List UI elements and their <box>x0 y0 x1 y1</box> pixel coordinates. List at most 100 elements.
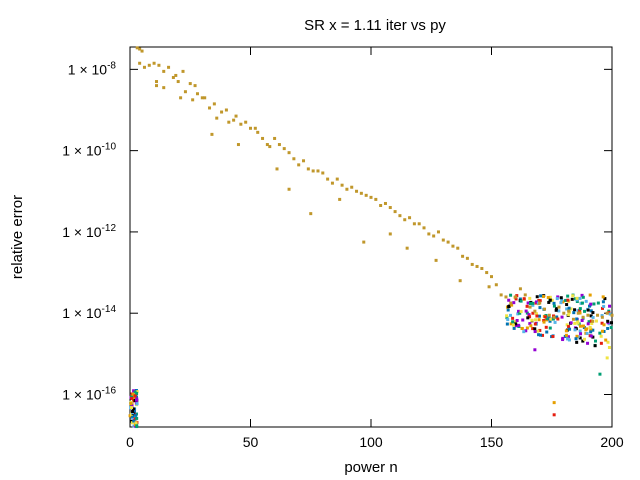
cluster-point <box>589 309 593 313</box>
cluster-point <box>513 320 517 324</box>
cluster-point <box>606 326 610 330</box>
plot-frame <box>129 46 613 428</box>
cluster-point <box>582 326 586 330</box>
main-series-point <box>306 167 310 171</box>
cluster-point <box>133 396 137 400</box>
cluster-point <box>130 404 134 408</box>
cluster-point <box>564 329 568 333</box>
cluster-point <box>585 327 589 331</box>
main-series-point <box>183 90 187 94</box>
cluster-point <box>551 317 555 321</box>
main-series-point <box>265 143 269 147</box>
cluster-point <box>578 311 582 315</box>
main-series-point <box>514 295 518 299</box>
cluster-point <box>526 316 530 320</box>
cluster-point <box>531 311 535 315</box>
main-series-point <box>244 120 248 124</box>
main-series-point <box>456 246 460 250</box>
cluster-point <box>135 391 139 395</box>
main-series-point <box>234 114 238 118</box>
cluster-point <box>598 331 602 335</box>
cluster-point <box>526 301 530 305</box>
main-series-point <box>268 145 272 149</box>
cluster-point <box>531 327 535 331</box>
main-series-point <box>311 169 315 173</box>
cluster-point <box>517 309 521 313</box>
main-series-point <box>480 266 484 270</box>
cluster-point <box>556 295 560 299</box>
main-series-point <box>596 313 600 317</box>
cluster-point <box>564 298 568 302</box>
main-series-point <box>208 106 212 110</box>
cluster-point <box>560 315 564 319</box>
main-series-point <box>432 234 436 238</box>
cluster-point <box>539 294 543 298</box>
main-series-point <box>179 96 183 100</box>
cluster-point <box>568 327 572 331</box>
cluster-point <box>602 329 606 333</box>
cluster-point <box>598 372 602 376</box>
main-series-point <box>210 132 214 136</box>
cluster-point <box>610 321 614 325</box>
cluster-point <box>514 297 518 301</box>
cluster-point <box>517 323 521 327</box>
main-series-point <box>552 315 556 319</box>
cluster-point <box>509 293 513 297</box>
cluster-point <box>528 322 532 326</box>
main-series-point <box>412 222 416 226</box>
cluster-point <box>130 394 134 398</box>
cluster-point <box>575 340 579 344</box>
main-series-point <box>167 65 171 69</box>
cluster-point <box>511 320 515 324</box>
cluster-point <box>578 336 582 340</box>
cluster-point <box>534 312 538 316</box>
cluster-point <box>590 321 594 325</box>
main-series-point <box>287 187 291 191</box>
main-series-point <box>282 147 286 151</box>
cluster-point <box>569 307 573 311</box>
cluster-point <box>580 293 584 297</box>
cluster-point <box>537 314 541 318</box>
cluster-point <box>551 334 555 338</box>
main-series-point <box>215 116 219 120</box>
cluster-point <box>609 326 613 330</box>
cluster-point <box>564 333 568 337</box>
cluster-point <box>559 296 563 300</box>
main-series-point <box>253 126 257 130</box>
cluster-point <box>519 299 523 303</box>
cluster-point <box>578 329 582 333</box>
main-series-point <box>528 305 532 309</box>
main-series-point <box>571 317 575 321</box>
chart-title: SR x = 1.11 iter vs py <box>304 17 446 34</box>
cluster-point <box>608 304 612 308</box>
cluster-point <box>587 320 591 324</box>
main-series-point <box>600 315 604 319</box>
cluster-point <box>552 301 556 305</box>
cluster-point <box>533 322 537 326</box>
cluster-point <box>572 311 576 315</box>
cluster-point <box>534 318 538 322</box>
cluster-point <box>545 330 549 334</box>
cluster-point <box>561 338 565 342</box>
cluster-point <box>547 315 551 319</box>
cluster-point <box>591 328 595 332</box>
main-series-point <box>232 118 236 122</box>
main-series-point <box>408 216 412 220</box>
cluster-point <box>600 314 604 318</box>
cluster-point <box>589 334 593 338</box>
main-series-point <box>490 275 493 279</box>
cluster-point <box>129 402 133 406</box>
cluster-point <box>559 301 563 305</box>
cluster-point <box>599 341 603 345</box>
cluster-point <box>506 318 510 322</box>
cluster-point <box>538 306 542 310</box>
main-series-point <box>359 191 363 195</box>
cluster-point <box>601 295 605 299</box>
main-series-point <box>543 307 547 311</box>
y-tick-label: 1 × 10-8 <box>68 60 117 77</box>
cluster-point <box>509 322 513 326</box>
main-series-point <box>422 226 426 230</box>
cluster-point <box>134 413 138 417</box>
cluster-point <box>600 321 604 325</box>
main-series-point <box>355 189 359 193</box>
